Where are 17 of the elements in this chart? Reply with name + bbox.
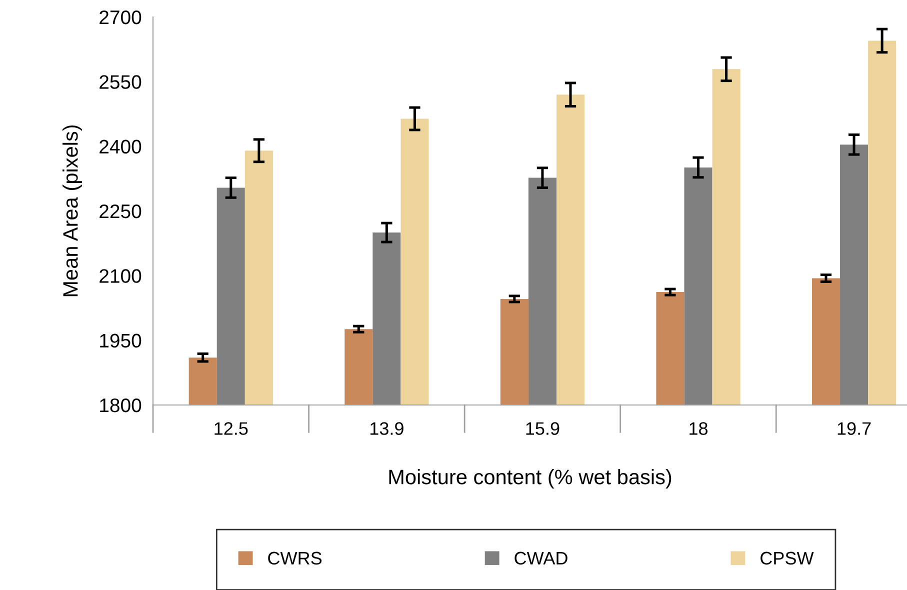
y-tick-label: 2700 [100,10,142,24]
x-tick-label: 19.7 [838,422,871,435]
y-axis-title: Mean Area (pixels) [62,125,82,296]
x-tick-label: 18 [690,422,708,435]
y-tick-label: 2250 [100,204,142,218]
y-tick-label: 1800 [100,398,142,412]
y-tick-label: 2100 [100,269,142,283]
x-tick-label: 15.9 [526,422,560,435]
x-tick-label: 12.5 [214,422,248,435]
y-tick-label: 1950 [100,334,142,348]
legend-label: CPSW [760,552,814,565]
y-tick-label: 2550 [100,75,142,89]
x-tick-label: 13.9 [370,422,404,435]
x-axis-title: Moisture content (% wet basis) [389,469,672,488]
legend-label: CWAD [514,552,568,565]
legend-label: CWRS [268,552,322,565]
y-tick-label: 2400 [100,140,142,154]
